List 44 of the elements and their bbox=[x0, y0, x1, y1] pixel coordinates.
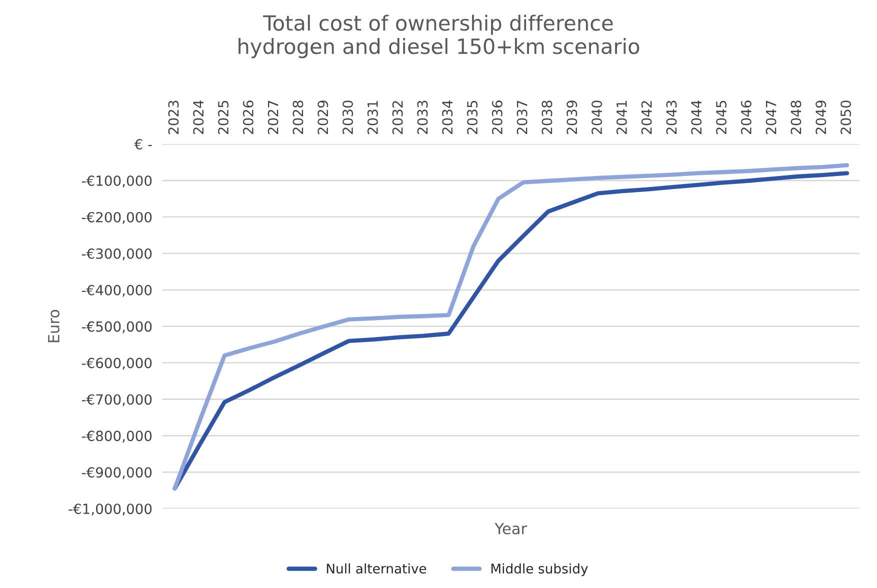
y-tick-label: -€1,000,000 bbox=[68, 504, 152, 516]
x-tick-label: 2045 bbox=[716, 100, 727, 134]
legend-label: Middle subsidy bbox=[491, 563, 588, 576]
x-tick-label: 2033 bbox=[417, 100, 428, 134]
x-tick-label: 2044 bbox=[691, 100, 702, 134]
x-tick-label: 2039 bbox=[566, 100, 578, 134]
x-tick-label: 2025 bbox=[218, 100, 229, 134]
x-tick-label: 2047 bbox=[766, 100, 776, 134]
x-tick-label: 2038 bbox=[542, 100, 552, 134]
y-tick-label: -€300,000 bbox=[82, 248, 152, 260]
y-tick-label: -€800,000 bbox=[82, 430, 152, 443]
x-tick-label: 2030 bbox=[342, 100, 354, 134]
y-axis-title: Euro bbox=[48, 310, 60, 342]
x-tick-label: 2029 bbox=[318, 100, 328, 134]
x-tick-label: 2032 bbox=[392, 101, 403, 134]
x-tick-label: 2049 bbox=[816, 100, 826, 134]
x-tick-label: 2050 bbox=[840, 100, 852, 134]
x-tick-label: 2046 bbox=[740, 100, 752, 134]
y-tick-label: -€500,000 bbox=[82, 321, 152, 334]
y-tick-label: € - bbox=[134, 139, 152, 150]
legend-label: Null alternative bbox=[326, 563, 426, 574]
x-tick-label: 2024 bbox=[193, 100, 204, 134]
x-tick-label: 2027 bbox=[268, 100, 278, 134]
y-tick-label: -€400,000 bbox=[82, 284, 152, 297]
y-tick-label: -€700,000 bbox=[82, 394, 152, 406]
x-tick-label: 2040 bbox=[592, 100, 602, 134]
x-tick-label: 2031 bbox=[367, 100, 378, 134]
x-tick-label: 2037 bbox=[516, 100, 528, 134]
x-axis-title: Year bbox=[494, 522, 528, 534]
x-tick-label: 2026 bbox=[242, 100, 254, 134]
y-tick-label: -€200,000 bbox=[82, 212, 152, 224]
y-tick-label: -€100,000 bbox=[82, 175, 152, 188]
chart-title: Total cost of ownership difference hydrogen and diesel 150+km scenario bbox=[238, 14, 640, 58]
x-tick-label: 2048 bbox=[790, 100, 802, 134]
x-tick-label: 2035 bbox=[467, 100, 478, 134]
x-tick-label: 2028 bbox=[292, 100, 304, 134]
x-tick-label: 2034 bbox=[442, 100, 453, 134]
x-tick-label: 2036 bbox=[492, 100, 502, 134]
y-tick-label: -€900,000 bbox=[82, 467, 152, 480]
y-tick-label: -€600,000 bbox=[82, 358, 152, 370]
x-tick-label: 2043 bbox=[666, 100, 677, 134]
x-tick-label: 2023 bbox=[168, 100, 179, 134]
x-tick-label: 2041 bbox=[616, 100, 627, 134]
x-tick-label: 2042 bbox=[641, 101, 652, 134]
